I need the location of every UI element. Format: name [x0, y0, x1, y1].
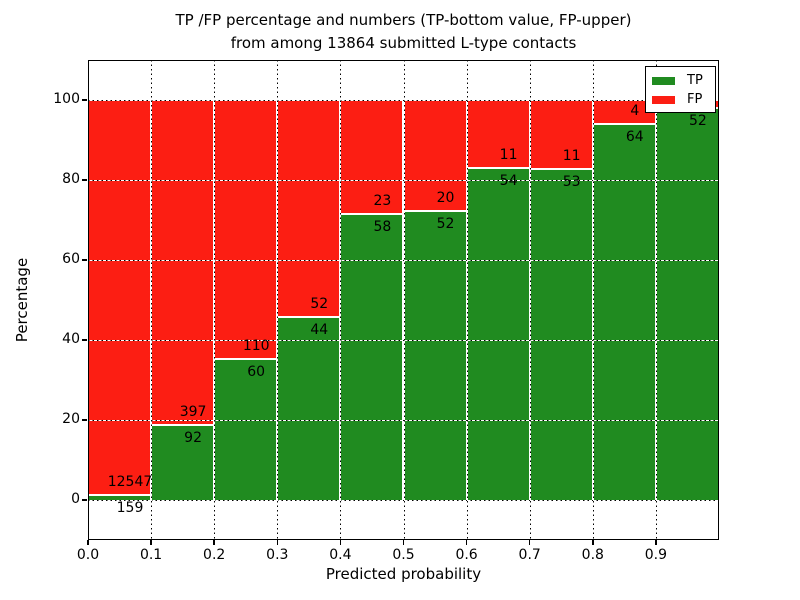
v-gridline [655, 60, 657, 540]
v-gridline [529, 60, 531, 540]
chart-title-line2: from among 13864 submitted L-type contac… [230, 34, 577, 52]
x-tick [402, 540, 405, 545]
x-tick-label: 0.2 [203, 547, 226, 563]
fp-bar-segment [88, 100, 152, 495]
fp-legend-label: FP [687, 92, 703, 107]
x-tick-label: 0.4 [329, 547, 352, 563]
y-tick-label: 80 [62, 171, 80, 187]
x-tick [276, 540, 279, 545]
fp-count-label: 110 [242, 337, 270, 354]
y-axis-label: Percentage [13, 257, 31, 343]
legend-row-tp: TP [652, 71, 709, 90]
y-tick [82, 339, 87, 341]
v-gridline [466, 60, 468, 540]
y-tick-label: 0 [71, 491, 80, 507]
y-tick [82, 179, 87, 181]
fp-bar-segment [151, 100, 215, 425]
tp-count-label: 54 [499, 172, 518, 189]
tp-count-label: 52 [688, 112, 707, 129]
fp-count-label: 12547 [107, 473, 153, 490]
tp-bar-segment [340, 213, 404, 500]
fp-count-label: 20 [436, 190, 455, 207]
fp-count-label: 4 [630, 102, 640, 119]
tp-legend-swatch [652, 76, 675, 85]
fp-count-label: 23 [373, 192, 392, 209]
tp-legend-label: TP [687, 73, 703, 88]
y-tick [82, 259, 87, 261]
x-tick [528, 540, 531, 545]
x-tick [339, 540, 342, 545]
tp-bar-segment [403, 211, 467, 500]
x-tick-label: 0.8 [581, 547, 604, 563]
v-gridline [151, 60, 153, 540]
tp-count-label: 64 [625, 128, 644, 145]
v-gridline [403, 60, 405, 540]
x-tick [213, 540, 215, 545]
tp-count-label: 53 [562, 173, 581, 190]
fp-bar-segment [529, 100, 593, 169]
chart-title: TP /FP percentage and numbers (TP-bottom… [88, 9, 719, 55]
x-tick-label: 0.3 [266, 547, 289, 563]
fp-bar-segment [277, 100, 341, 317]
y-tick [82, 499, 87, 501]
tp-bar-segment [592, 123, 656, 500]
x-tick [592, 540, 594, 545]
tp-count-label: 92 [184, 429, 202, 446]
fp-count-label: 52 [310, 295, 329, 312]
tp-count-label: 44 [310, 321, 329, 338]
y-tick-label: 60 [62, 251, 80, 267]
fp-count-label: 11 [562, 147, 581, 164]
fp-bar-segment [214, 100, 278, 359]
legend: TP FP [645, 66, 716, 113]
y-tick-label: 40 [62, 331, 80, 347]
tp-count-label: 60 [247, 363, 266, 380]
chart-title-line1: TP /FP percentage and numbers (TP-bottom… [175, 11, 632, 29]
fp-bar-segment [403, 100, 467, 212]
x-tick [465, 540, 468, 545]
x-tick-label: 0.0 [76, 547, 100, 563]
x-tick-label: 0.7 [518, 547, 541, 563]
v-gridline [340, 60, 342, 540]
tp-count-label: 159 [116, 499, 144, 516]
x-tick-label: 0.5 [392, 547, 415, 563]
y-tick-label: 20 [62, 411, 80, 427]
tp-bar-segment [214, 358, 278, 500]
x-tick [655, 540, 657, 545]
fp-count-label: 11 [499, 146, 518, 163]
x-tick-label: 0.1 [139, 547, 163, 563]
y-tick [82, 99, 87, 101]
fp-legend-swatch [652, 95, 675, 104]
plot-area: 12547 159 397 92 110 60 52 44 23 58 20 52 11 54 11 53 4 6… [53, 60, 719, 563]
x-axis-label: Predicted probability [325, 565, 482, 583]
v-gridline [277, 60, 279, 540]
x-tick [150, 540, 152, 545]
tp-bar-segment [529, 168, 593, 500]
y-tick [82, 419, 87, 421]
tp-bar-segment [277, 316, 341, 500]
tp-count-label: 52 [436, 216, 455, 233]
v-gridline [592, 60, 594, 540]
y-tick-label: 100 [53, 91, 80, 107]
tp-count-label: 58 [373, 218, 392, 235]
fp-count-label: 397 [179, 403, 207, 420]
v-gridline [214, 60, 216, 540]
x-tick-label: 0.6 [455, 547, 478, 563]
x-tick-label: 0.9 [644, 547, 668, 563]
x-tick [87, 540, 89, 545]
legend-row-fp: FP [652, 90, 709, 109]
tp-bar-segment [655, 107, 719, 500]
